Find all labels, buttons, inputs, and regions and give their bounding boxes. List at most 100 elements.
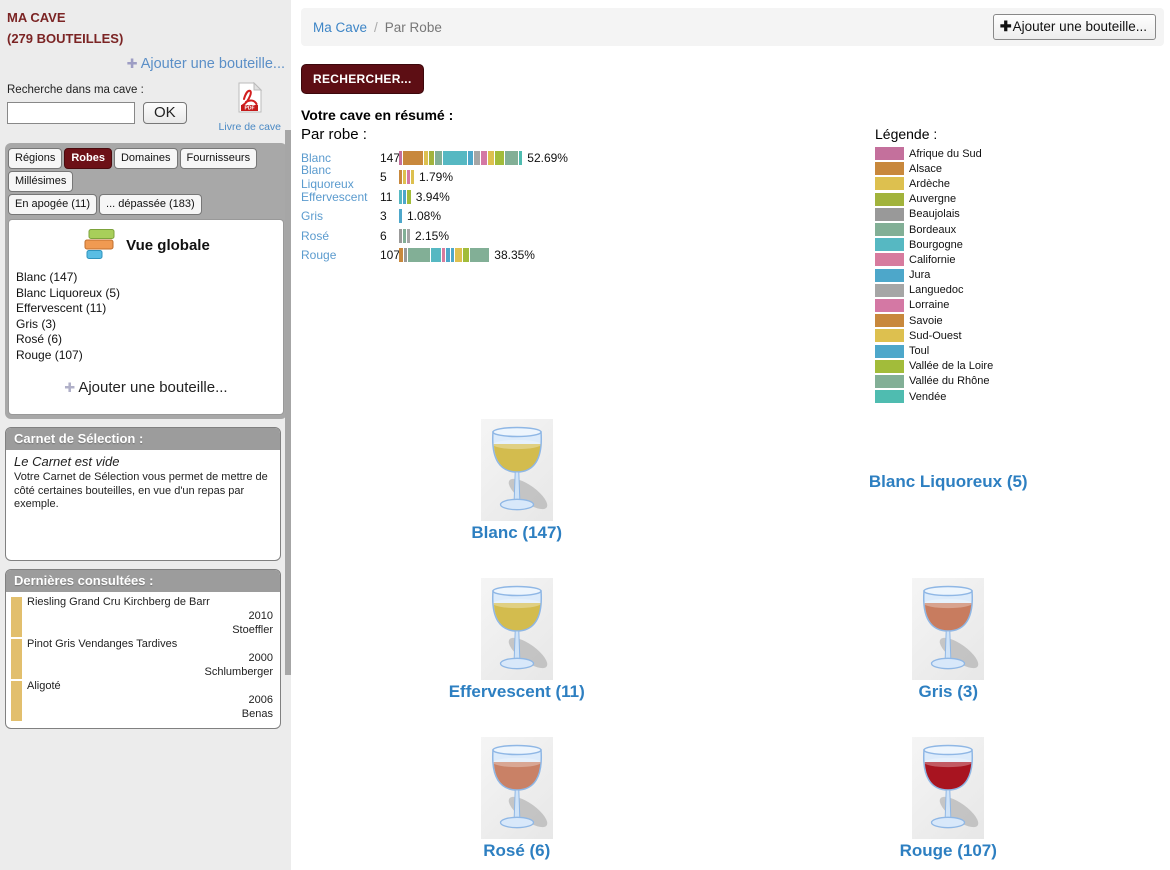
legend-label: Savoie	[909, 314, 943, 327]
chart-row-blanc: Blanc 147 52.69%	[301, 148, 875, 168]
main-content: Ma Cave / Par Robe ✚Ajouter une bouteill…	[291, 0, 1170, 870]
recent-wine-item[interactable]: Pinot Gris Vendanges Tardives 2000 Schlumb…	[10, 638, 276, 680]
bar-segment-ard-che	[403, 170, 406, 185]
sidebar-add-bottle-link[interactable]: ✚ Ajouter une bouteille...	[5, 56, 291, 72]
search-ok-button[interactable]: OK	[143, 102, 187, 124]
legend-item-bourgogne: Bourgogne	[875, 237, 1170, 252]
bar-segment-languedoc	[474, 150, 481, 165]
bar-segment-vall-e-de-la-loire	[494, 150, 504, 165]
chart-row-label[interactable]: Blanc Liquoreux	[301, 163, 354, 192]
legend-swatch	[875, 147, 904, 161]
vue-globale-header: Vue globale	[13, 228, 279, 262]
wine-glass-icon	[491, 426, 548, 511]
bar-segment-bordeaux	[434, 150, 443, 165]
chart-row-label[interactable]: Effervescent	[301, 189, 368, 204]
vue-globale-item-blanc-147[interactable]: Blanc (147)	[16, 270, 78, 284]
robe-cell-rouge-107[interactable]: Rouge (107)	[733, 736, 1165, 861]
tab-domaines[interactable]: Domaines	[113, 148, 178, 169]
vue-globale-item-rouge-107[interactable]: Rouge (107)	[16, 347, 83, 362]
bar-segment-sud-ouest	[454, 248, 463, 263]
bar-segment-alsace	[403, 150, 423, 165]
robe-cell-blanc-liquoreux-5[interactable]: Blanc Liquoreux (5)	[733, 418, 1165, 543]
tab-robes[interactable]: Robes	[64, 148, 112, 169]
chart-row-label[interactable]: Blanc	[301, 150, 332, 165]
legend-label: Beaujolais	[909, 208, 960, 221]
add-bottle-button[interactable]: ✚Ajouter une bouteille...	[992, 14, 1156, 40]
robe-link[interactable]: Gris (3)	[918, 682, 979, 702]
legend-swatch	[875, 192, 904, 206]
robe-link[interactable]: Blanc Liquoreux (5)	[868, 471, 1028, 491]
breadcrumb-current: Par Robe	[384, 19, 442, 35]
legend-item-savoie: Savoie	[875, 313, 1170, 328]
recent-wines-list: Riesling Grand Cru Kirchberg de Barr 2010…	[6, 592, 280, 728]
legend-item-vall-e-du-rh-ne: Vallée du Rhône	[875, 374, 1170, 389]
wine-color-swatch	[11, 597, 22, 637]
bar-segment-vend-e	[519, 150, 523, 165]
tab-r-gions[interactable]: Régions	[8, 148, 63, 169]
robe-cell-gris-3[interactable]: Gris (3)	[733, 577, 1165, 702]
vue-globale-item-blanc-liquoreux-5[interactable]: Blanc Liquoreux (5)	[16, 285, 121, 300]
cellar-book-label[interactable]: Livre de cave	[218, 121, 281, 133]
vue-globale-item-ros-6[interactable]: Rosé (6)	[16, 332, 63, 346]
subtab-d-pass-e-183[interactable]: ... dépassée (183)	[99, 194, 202, 215]
recent-wines-panel: Dernières consultées : Riesling Grand Cr…	[5, 569, 281, 729]
legend-item-lorraine: Lorraine	[875, 298, 1170, 313]
sidebar-tabs: Régions Robes Domaines Fournisseurs Millésim…	[8, 147, 284, 193]
chart-row-label[interactable]: Rosé	[301, 228, 330, 243]
robe-cell-blanc-147[interactable]: Blanc (147)	[301, 418, 733, 543]
robe-cell-ros-6[interactable]: Rosé (6)	[301, 736, 733, 861]
bar-segment-languedoc	[407, 228, 410, 243]
sidebar-scrollbar[interactable]	[285, 130, 291, 675]
cellar-title: MA CAVE	[7, 10, 66, 25]
plus-icon: ✚	[64, 380, 76, 395]
vue-globale-item-effervescent-11[interactable]: Effervescent (11)	[16, 301, 107, 315]
wine-glass-image[interactable]	[480, 419, 553, 522]
recent-wine-name: Aligoté	[27, 680, 61, 692]
search-input[interactable]	[7, 102, 135, 124]
chart-row-label[interactable]: Gris	[301, 209, 323, 224]
robe-cell-effervescent-11[interactable]: Effervescent (11)	[301, 577, 733, 702]
recent-wine-item[interactable]: Riesling Grand Cru Kirchberg de Barr 2010…	[10, 596, 276, 638]
vue-globale-item-gris-3[interactable]: Gris (3)	[16, 316, 56, 331]
wine-color-swatch	[11, 639, 22, 679]
legend-item-jura: Jura	[875, 268, 1170, 283]
bar-segment-beaujolais	[399, 228, 402, 243]
sidebar-add-bottle-label[interactable]: Ajouter une bouteille...	[140, 56, 285, 72]
chart-row-count: 6	[380, 228, 387, 243]
wine-glass-icon	[923, 744, 979, 829]
breadcrumb-home-link[interactable]: Ma Cave	[313, 19, 368, 35]
robe-link[interactable]: Blanc (147)	[471, 523, 563, 543]
selection-book-empty-title: Le Carnet est vide	[14, 454, 120, 469]
tab-mill-simes[interactable]: Millésimes	[8, 171, 74, 192]
search-wines-button[interactable]: RECHERCHER...	[301, 64, 424, 94]
chart-row-bar	[399, 170, 414, 185]
chart-row-percent: 1.08%	[407, 209, 442, 224]
robe-link[interactable]: Rouge (107)	[899, 841, 997, 861]
subtab-en-apog-e-11[interactable]: En apogée (11)	[8, 194, 98, 215]
chart-row-bar	[399, 209, 402, 224]
bar-segment-toul	[399, 209, 402, 224]
selection-book-body: Le Carnet est vide Votre Carnet de Sélec…	[6, 450, 280, 560]
wine-glass-image[interactable]	[480, 578, 553, 681]
legend-swatch	[875, 359, 904, 373]
robe-link[interactable]: Rosé (6)	[483, 841, 551, 861]
pdf-icon[interactable]: PDF	[236, 81, 263, 113]
wine-glass-image[interactable]	[912, 737, 985, 840]
bar-segment-lorraine	[481, 150, 487, 165]
glass-grid-row: Blanc (147) Blanc Liquoreux (5)	[301, 418, 1164, 543]
sidebar-tab-container: Régions Robes Domaines Fournisseurs Millésim…	[5, 143, 287, 419]
robe-link[interactable]: Effervescent (11)	[448, 682, 585, 702]
breadcrumb: Ma Cave / Par Robe ✚Ajouter une bouteill…	[301, 8, 1164, 46]
bar-segment-jura	[403, 189, 406, 204]
bar-segment-bordeaux	[407, 248, 431, 263]
wine-glass-image[interactable]	[912, 578, 985, 681]
wine-glass-image[interactable]	[480, 737, 553, 840]
bar-segment-vall-e-du-rh-ne	[470, 248, 490, 263]
cellar-book-link[interactable]: PDF Livre de cave	[218, 81, 281, 133]
recent-wine-item[interactable]: Aligoté 2006 Benas	[10, 680, 276, 722]
vue-globale-add-label[interactable]: Ajouter une bouteille...	[78, 379, 228, 396]
chart-row-label[interactable]: Rouge	[301, 248, 337, 263]
vue-globale-add-link[interactable]: ✚ Ajouter une bouteille...	[13, 379, 279, 396]
legend-label: Vendée	[909, 390, 947, 403]
tab-fournisseurs[interactable]: Fournisseurs	[179, 148, 258, 169]
